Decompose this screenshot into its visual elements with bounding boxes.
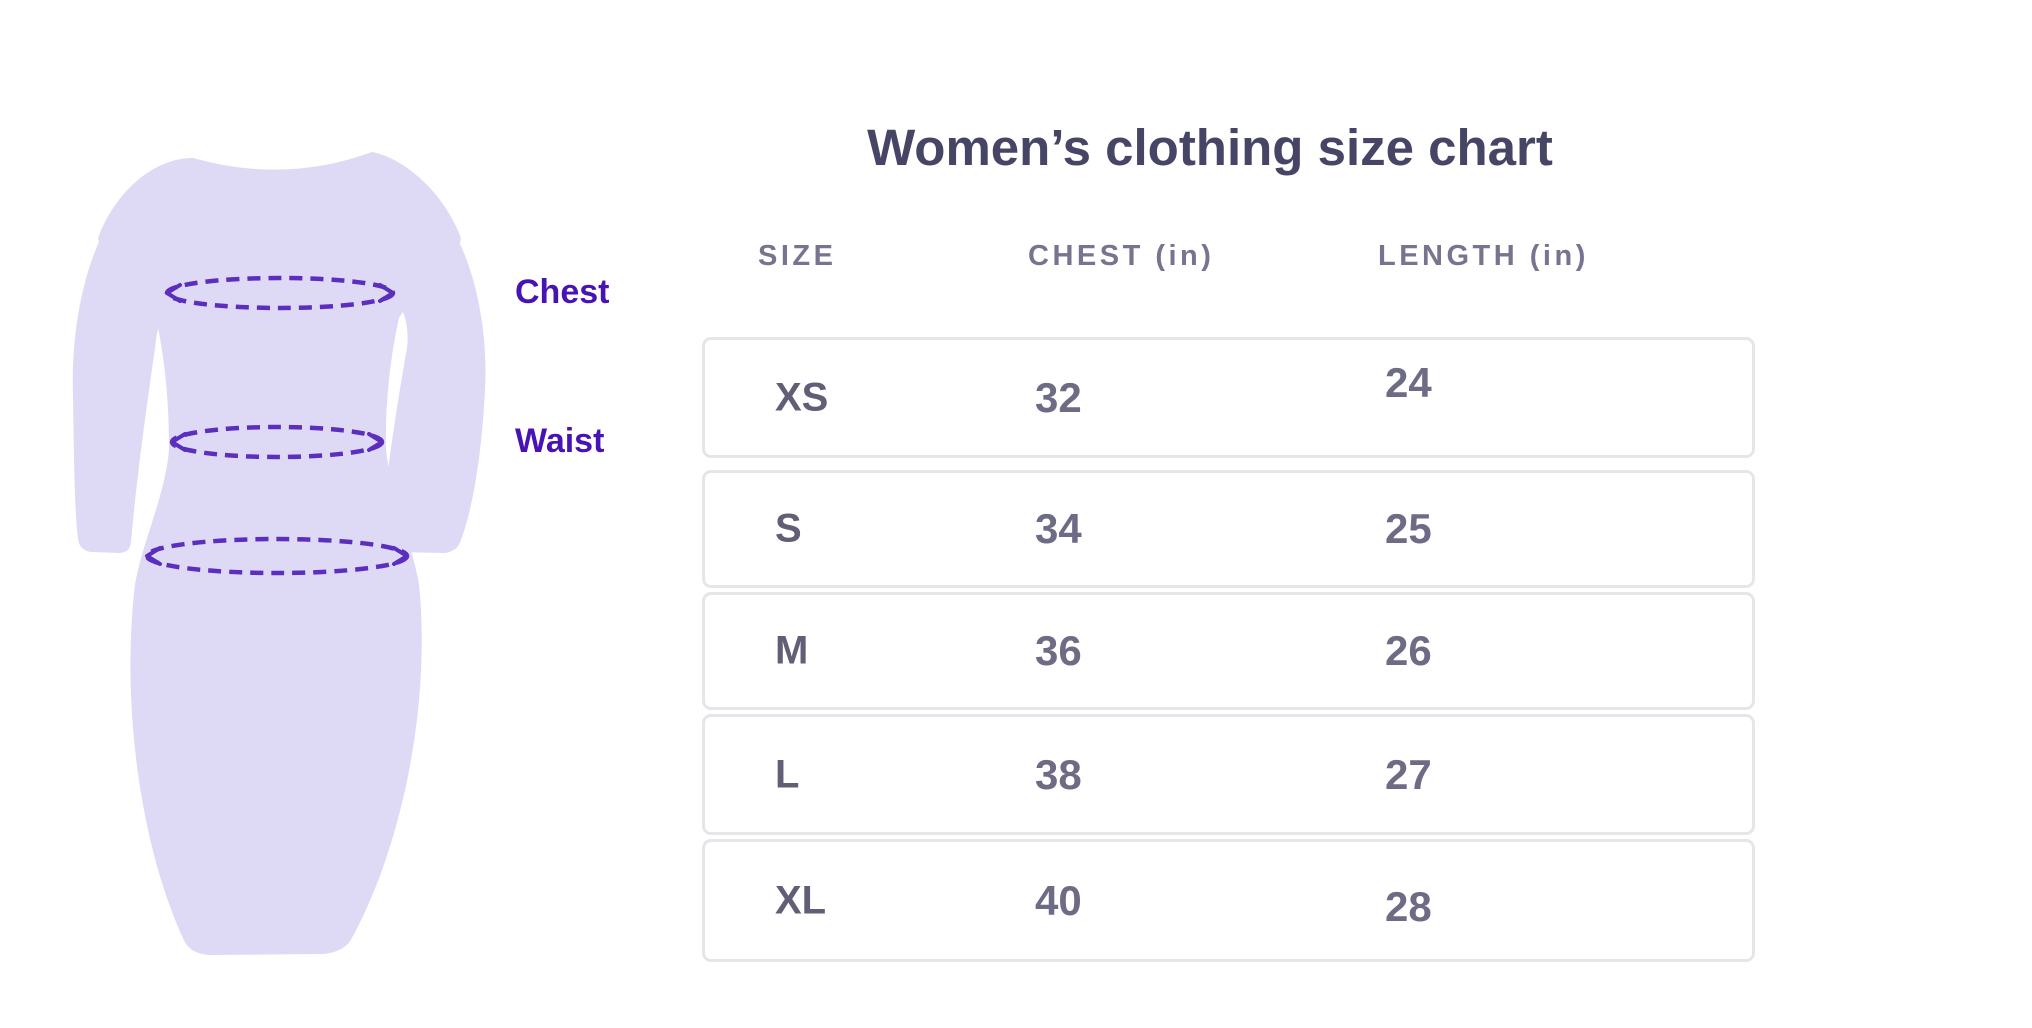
hip-line-left-arrow [145, 546, 162, 566]
dress-right-sleeve [380, 230, 486, 553]
table-header-row: SIZE CHEST (in) LENGTH (in) [702, 240, 1755, 288]
header-chest: CHEST (in) [1028, 240, 1215, 272]
dress-left-sleeve [72, 233, 171, 553]
waist-line-left-arrow [170, 432, 187, 452]
hip-line-right-arrow [392, 546, 409, 566]
chest-cell: 38 [1035, 750, 1082, 798]
size-cell: L [775, 752, 800, 796]
table-row-xs: XS 32 24 [702, 337, 1755, 458]
chest-label: Chest [515, 273, 610, 311]
length-cell: 27 [1385, 750, 1432, 798]
size-cell: XL [775, 878, 827, 922]
waist-line-right-arrow [367, 432, 384, 452]
chest-cell: 32 [1035, 373, 1082, 421]
chest-cell: 40 [1035, 876, 1082, 924]
header-length: LENGTH (in) [1378, 240, 1589, 272]
page-title: Women’s clothing size chart [867, 119, 1553, 176]
length-cell: 26 [1385, 627, 1432, 674]
length-cell: 25 [1385, 505, 1432, 552]
chest-cell: 34 [1035, 505, 1082, 552]
chest-line-right-arrow [378, 283, 395, 303]
waist-label: Waist [515, 422, 605, 460]
size-cell: S [775, 506, 802, 551]
dress-illustration [72, 152, 486, 955]
header-size: SIZE [758, 240, 837, 272]
dress-body-shape [98, 152, 461, 955]
chest-line-left-arrow [165, 283, 182, 303]
chest-cell: 36 [1035, 627, 1082, 674]
length-cell: 24 [1385, 358, 1432, 406]
table-row-xl: XL 40 28 [702, 839, 1755, 962]
length-cell: 28 [1385, 882, 1432, 930]
table-row-m: M 36 26 [702, 592, 1755, 710]
table-row-s: S 34 25 [702, 470, 1755, 588]
table-row-l: L 38 27 [702, 714, 1755, 835]
size-cell: XS [775, 375, 829, 419]
size-cell: M [775, 628, 809, 673]
